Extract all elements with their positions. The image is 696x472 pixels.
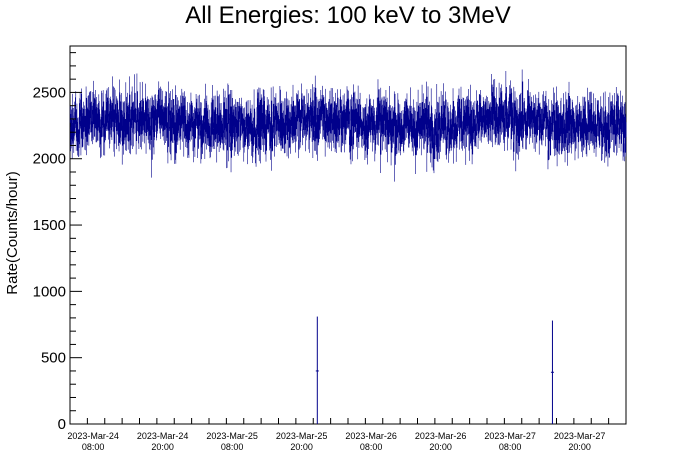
x-tick-label-time: 20:00 [290,442,313,452]
y-tick-label: 1000 [33,283,66,300]
y-axis: 0 500 1000 1500 2000 2500 [33,52,82,433]
series-rate [69,69,627,424]
x-tick-label-date: 2023-Mar-27 [554,431,606,441]
x-tick-label-date: 2023-Mar-24 [137,431,189,441]
y-tick-label: 500 [41,350,66,367]
x-tick-label-date: 2023-Mar-24 [67,431,119,441]
x-tick-label-time: 08:00 [499,442,522,452]
x-tick-label-time: 08:00 [360,442,383,452]
x-tick-label-date: 2023-Mar-25 [206,431,258,441]
y-tick-label: 2500 [33,84,66,101]
y-tick-label: 0 [58,416,66,433]
chart-title: All Energies: 100 keV to 3MeV [185,2,511,29]
y-axis-label: Rate(Counts/hour) [4,171,21,294]
x-tick-label-date: 2023-Mar-25 [276,431,328,441]
y-tick-label: 2000 [33,151,66,168]
x-tick-label-time: 08:00 [82,442,105,452]
x-tick-label-time: 20:00 [429,442,452,452]
x-tick-label-date: 2023-Mar-27 [484,431,536,441]
x-tick-label-time: 08:00 [221,442,244,452]
x-tick-label-date: 2023-Mar-26 [415,431,467,441]
y-tick-label: 1500 [33,217,66,234]
x-tick-label-time: 20:00 [568,442,591,452]
series-line [70,81,627,165]
x-tick-label-time: 20:00 [151,442,174,452]
x-axis: 2023-Mar-2408:002023-Mar-2420:002023-Mar… [67,418,627,452]
x-tick-label-date: 2023-Mar-26 [345,431,397,441]
